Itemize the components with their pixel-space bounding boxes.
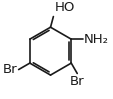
- Text: Br: Br: [69, 75, 84, 88]
- Text: NH₂: NH₂: [83, 33, 108, 46]
- Text: Br: Br: [3, 63, 18, 76]
- Text: HO: HO: [54, 1, 74, 14]
